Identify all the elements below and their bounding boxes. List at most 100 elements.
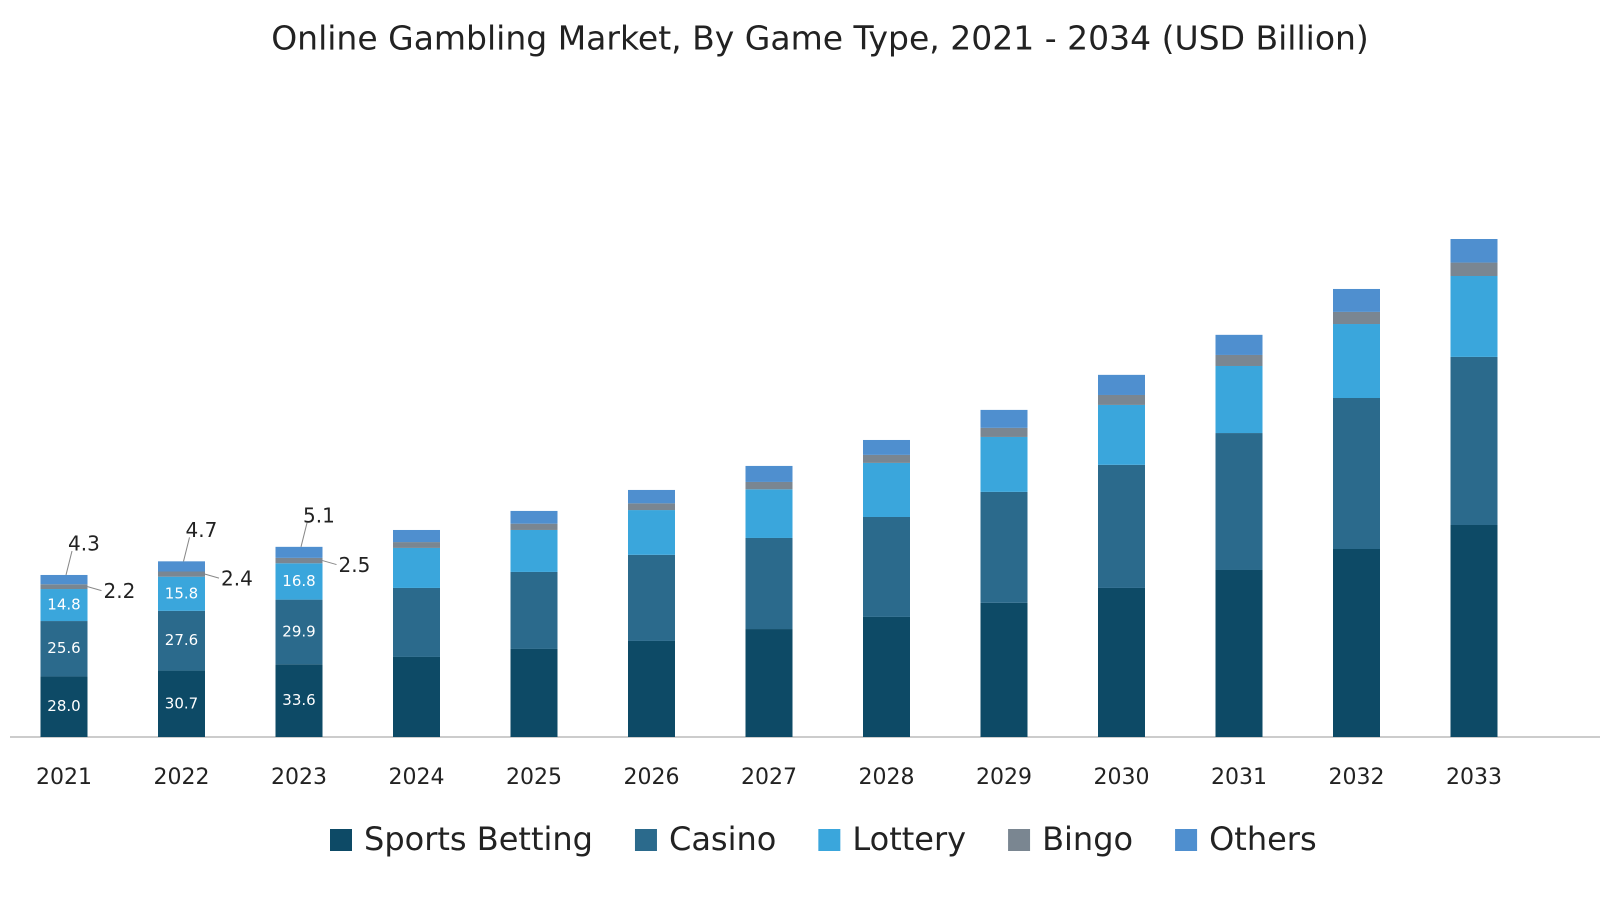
bar-segment: [393, 547, 440, 588]
bar-segment: [1098, 374, 1145, 395]
chart-title: Online Gambling Market, By Game Type, 20…: [271, 19, 1369, 58]
bar-segment: [275, 563, 323, 600]
bar-segment: [1098, 404, 1145, 465]
bar-segment: [1333, 398, 1380, 550]
bar-segment: [745, 465, 793, 482]
bar-segment: [980, 409, 1028, 428]
x-tick-label: 2029: [976, 765, 1032, 790]
bar-segment: [1333, 549, 1380, 737]
bar-segment: [40, 621, 88, 677]
legend-swatch: [818, 829, 841, 851]
x-tick-label: 2030: [1094, 765, 1150, 790]
x-tick-label: 2027: [741, 765, 797, 790]
bar-segment: [40, 584, 88, 590]
leader-line: [87, 586, 102, 592]
bar-segment: [745, 489, 793, 538]
bar-segment: [628, 489, 675, 504]
bar-segment: [1333, 288, 1380, 312]
bar-segment: [275, 599, 323, 665]
legend-swatch: [1008, 829, 1031, 851]
bar-segment: [510, 529, 558, 572]
bar-segment: [1098, 587, 1145, 737]
bar-segment: [158, 571, 205, 577]
bar-segment: [745, 537, 793, 630]
bar-segment: [1215, 354, 1263, 366]
bar-segment: [980, 491, 1028, 603]
bar-segment: [1215, 334, 1263, 355]
bar-segment: [40, 574, 88, 585]
legend-label: Bingo: [1042, 820, 1133, 858]
data-label: 16.8: [282, 572, 315, 590]
bar-segment: [1098, 394, 1145, 405]
legend-label: Lottery: [852, 820, 966, 858]
bar-segment: [1215, 433, 1263, 570]
leader-line: [322, 560, 337, 566]
bar-segment: [628, 554, 675, 641]
legend-label: Casino: [669, 820, 776, 858]
x-tick-label: 2033: [1446, 765, 1502, 790]
bar-segment: [1215, 569, 1263, 737]
bar-segment: [863, 462, 910, 517]
x-tick-label: 2028: [859, 765, 915, 790]
bar-segment: [1333, 324, 1380, 399]
data-label: 2.4: [221, 567, 253, 591]
bar-segment: [745, 481, 793, 490]
data-label: 4.3: [68, 531, 100, 555]
bar-segment: [980, 602, 1028, 737]
data-label: 30.7: [165, 694, 198, 712]
data-label: 15.8: [165, 584, 198, 602]
legend-swatch: [1175, 829, 1198, 851]
bar-segment: [863, 439, 910, 455]
bar-segment: [275, 557, 323, 564]
x-tick-label: 2022: [154, 765, 210, 790]
bar-segment: [980, 436, 1028, 492]
bar-segment: [510, 523, 558, 530]
legend-swatch: [330, 829, 352, 851]
data-label: 29.9: [282, 622, 315, 640]
bar-segment: [158, 610, 205, 671]
data-label: 4.7: [186, 518, 218, 542]
x-tick-label: 2021: [36, 765, 92, 790]
data-label: 25.6: [47, 639, 80, 657]
x-tick-label: 2025: [506, 765, 562, 790]
bar-segment: [1215, 365, 1263, 434]
legend-swatch: [634, 829, 657, 851]
bar-segment: [863, 516, 910, 617]
bar-segment: [1450, 262, 1498, 276]
data-label: 5.1: [303, 503, 335, 527]
bar-segment: [1450, 524, 1498, 737]
bar-segment: [393, 656, 440, 737]
bar-segment: [40, 589, 88, 622]
x-tick-label: 2026: [624, 765, 680, 790]
bar-segment: [1450, 275, 1498, 357]
bar-segment: [510, 510, 558, 524]
data-label: 27.6: [165, 631, 198, 649]
data-label: 2.2: [104, 579, 136, 603]
bar-segment: [275, 664, 323, 737]
bar-segment: [980, 427, 1028, 437]
x-tick-label: 2023: [271, 765, 327, 790]
bar-segment: [393, 587, 440, 657]
leader-line: [65, 550, 73, 576]
bar-segment: [393, 542, 440, 548]
x-tick-label: 2024: [389, 765, 445, 790]
bar-segment: [275, 546, 323, 558]
bar-segment: [863, 454, 910, 463]
leader-line: [204, 573, 220, 579]
data-label: 2.5: [339, 553, 371, 577]
bar-segment: [1098, 464, 1145, 588]
bar-segment: [393, 529, 440, 543]
legend-label: Sports Betting: [364, 820, 593, 858]
bar-segment: [628, 510, 675, 555]
bar-segment: [510, 571, 558, 649]
bar-segment: [863, 616, 910, 737]
bar-segment: [745, 629, 793, 737]
bar-segment: [1333, 311, 1380, 325]
legend-label: Others: [1209, 820, 1317, 858]
bar-segment: [628, 503, 675, 511]
bar-segment: [1450, 356, 1498, 525]
bar-segment: [1450, 239, 1498, 263]
x-tick-label: 2031: [1211, 765, 1267, 790]
bar-segment: [158, 670, 205, 737]
